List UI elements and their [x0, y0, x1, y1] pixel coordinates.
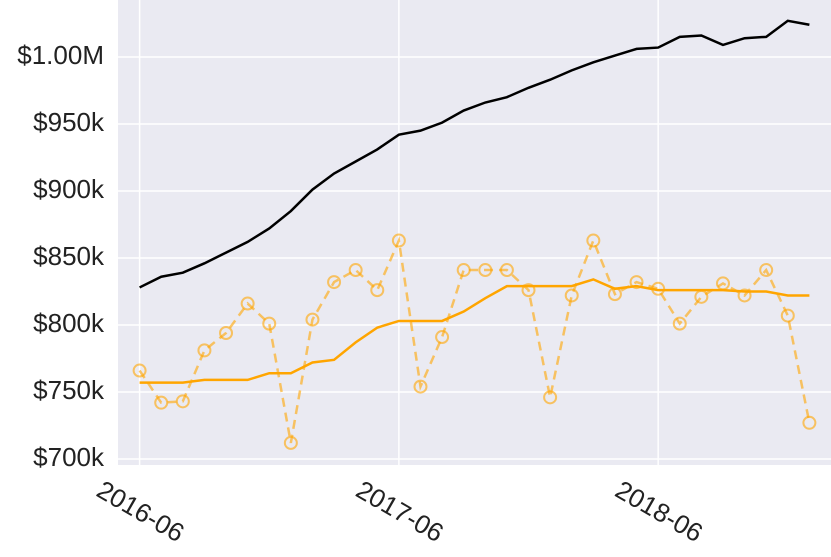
- series-line: [139, 278, 810, 384]
- y-tick-label: $850k: [33, 241, 105, 271]
- point-marker: [521, 283, 536, 298]
- point-marker: [456, 263, 471, 278]
- point-marker: [391, 233, 406, 248]
- point-marker: [759, 263, 774, 278]
- series-line: [139, 19, 810, 289]
- point-marker: [305, 312, 320, 327]
- point-marker: [499, 263, 514, 278]
- y-tick-label: $800k: [33, 308, 105, 338]
- point-marker: [737, 288, 752, 303]
- y-tick-label: $700k: [33, 442, 105, 472]
- point-marker: [348, 263, 363, 278]
- point-marker: [564, 288, 579, 303]
- point-marker: [672, 316, 687, 331]
- y-tick-label: $900k: [33, 174, 105, 204]
- point-marker: [175, 394, 190, 409]
- x-tick-label: 2017-06: [351, 474, 449, 548]
- point-marker: [262, 316, 277, 331]
- point-marker: [240, 296, 255, 311]
- y-tick-label: $1.00M: [17, 40, 104, 70]
- point-marker: [607, 287, 622, 302]
- point-marker: [154, 395, 169, 410]
- point-marker: [715, 276, 730, 291]
- point-marker: [283, 435, 298, 450]
- point-marker: [651, 281, 666, 296]
- point-marker: [543, 390, 558, 405]
- x-tick-label: 2016-06: [92, 474, 190, 548]
- point-marker: [132, 363, 147, 378]
- point-marker: [435, 330, 450, 345]
- point-marker: [327, 275, 342, 290]
- point-marker: [478, 263, 493, 278]
- point-marker: [370, 283, 385, 298]
- point-marker: [780, 308, 795, 323]
- point-marker: [694, 289, 709, 304]
- x-tick-label: 2018-06: [610, 474, 708, 548]
- point-marker: [629, 275, 644, 290]
- plot-background: [118, 0, 831, 465]
- point-marker: [413, 379, 428, 394]
- y-tick-label: $950k: [33, 107, 105, 137]
- point-marker: [219, 326, 234, 341]
- y-tick-label: $750k: [33, 375, 105, 405]
- point-marker: [197, 343, 212, 358]
- point-marker: [586, 233, 601, 248]
- point-marker: [802, 415, 817, 430]
